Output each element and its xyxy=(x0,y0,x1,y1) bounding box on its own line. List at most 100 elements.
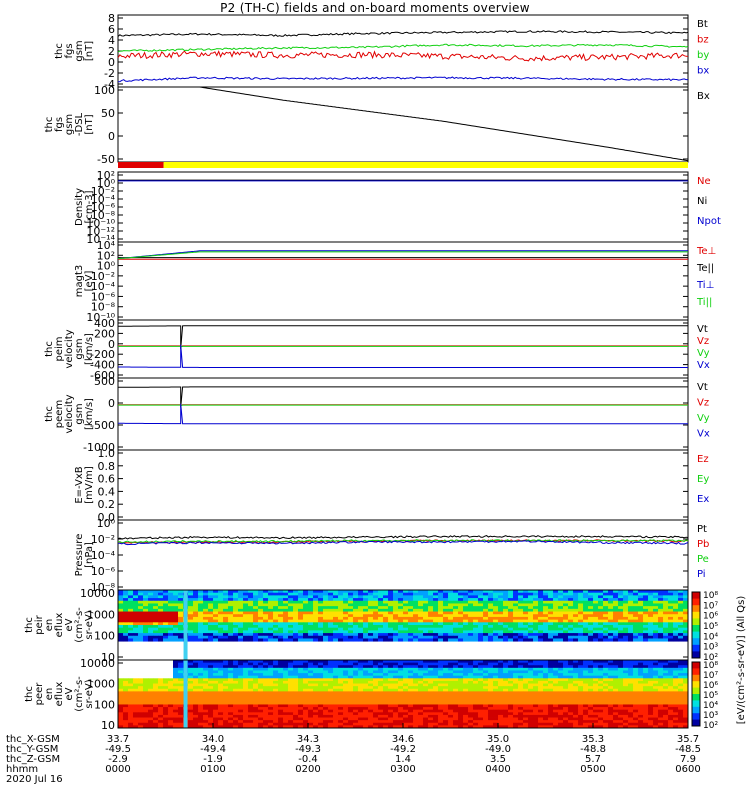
heatmap-cell xyxy=(158,717,164,721)
heatmap-cell xyxy=(418,614,424,618)
heatmap-cell xyxy=(368,611,374,615)
heatmap-cell xyxy=(473,622,479,626)
heatmap-cell xyxy=(433,616,439,621)
heatmap-cell xyxy=(658,635,664,639)
heatmap-cell xyxy=(603,619,609,623)
heatmap-cell xyxy=(663,696,669,700)
heatmap-cell xyxy=(678,680,684,684)
heatmap-cell xyxy=(458,707,464,711)
heatmap-cell xyxy=(378,686,384,690)
heatmap-cell xyxy=(613,592,619,596)
heatmap-cell xyxy=(293,675,299,679)
heatmap-cell xyxy=(198,635,204,639)
heatmap-cell xyxy=(293,699,299,703)
heatmap-cell xyxy=(623,678,629,682)
heatmap-cell xyxy=(523,627,529,631)
heatmap-cell xyxy=(668,616,674,621)
heatmap-cell xyxy=(483,673,489,677)
heatmap-cell xyxy=(368,707,374,711)
heatmap-cell xyxy=(208,670,214,674)
heatmap-cell xyxy=(578,608,584,612)
heatmap-cell xyxy=(338,638,344,642)
heatmap-cell xyxy=(588,627,594,631)
heatmap-cell xyxy=(568,680,574,684)
heatmap-cell xyxy=(248,600,254,604)
heatmap-cell xyxy=(618,600,624,604)
heatmap-cell xyxy=(648,691,654,695)
heatmap-cell xyxy=(298,707,304,711)
heatmap-cell xyxy=(128,699,134,703)
heatmap-cell xyxy=(413,600,419,604)
heatmap-cell xyxy=(528,673,534,677)
heatmap-cell xyxy=(533,630,539,634)
heatmap-cell xyxy=(508,630,514,634)
heatmap-cell xyxy=(638,592,644,596)
heatmap-cell xyxy=(313,616,319,621)
heatmap-cell xyxy=(513,622,519,626)
heatmap-cell xyxy=(288,608,294,612)
heatmap-cell xyxy=(463,606,469,610)
heatmap-cell xyxy=(338,608,344,612)
heatmap-cell xyxy=(133,707,139,711)
heatmap-cell xyxy=(463,625,469,629)
heatmap-cell xyxy=(398,680,404,684)
heatmap-cell xyxy=(603,625,609,629)
heatmap-cell xyxy=(428,707,434,711)
heatmap-cell xyxy=(623,633,629,637)
heatmap-cell xyxy=(498,611,504,615)
heatmap-cell xyxy=(493,704,499,708)
heatmap-cell xyxy=(228,598,234,602)
heatmap-cell xyxy=(188,660,194,664)
heatmap-cell xyxy=(298,616,304,621)
heatmap-cell xyxy=(333,673,339,677)
heatmap-cell xyxy=(618,675,624,679)
heatmap-cell xyxy=(478,600,484,604)
heatmap-cell xyxy=(258,704,264,708)
heatmap-cell xyxy=(573,717,579,721)
heatmap-cell xyxy=(498,633,504,637)
heatmap-cell xyxy=(393,603,399,607)
heatmap-cell xyxy=(188,670,194,674)
heatmap-cell xyxy=(523,675,529,679)
heatmap-cell xyxy=(163,696,169,700)
heatmap-cell xyxy=(288,662,294,666)
heatmap-cell xyxy=(268,603,274,607)
heatmap-cell xyxy=(318,606,324,610)
heatmap-cell xyxy=(618,688,624,692)
heatmap-cell xyxy=(583,630,589,634)
heatmap-cell xyxy=(503,592,509,596)
heatmap-cell xyxy=(368,616,374,621)
heatmap-cell xyxy=(353,673,359,677)
heatmap-cell xyxy=(433,709,439,713)
heatmap-cell xyxy=(573,611,579,615)
heatmap-cell xyxy=(168,678,174,682)
heatmap-cell xyxy=(278,667,284,671)
heatmap-cell xyxy=(573,627,579,631)
heatmap-cell xyxy=(118,616,124,621)
heatmap-cell xyxy=(583,701,589,705)
heatmap-cell xyxy=(638,696,644,700)
heatmap-cell xyxy=(563,680,569,684)
heatmap-cell xyxy=(363,608,369,612)
heatmap-cell xyxy=(603,714,609,718)
heatmap-cell xyxy=(378,694,384,698)
heatmap-cell xyxy=(293,707,299,711)
heatmap-cell xyxy=(603,707,609,711)
heatmap-cell xyxy=(608,622,614,626)
heatmap-cell xyxy=(508,675,514,679)
heatmap-cell xyxy=(233,592,239,596)
heatmap-cell xyxy=(278,688,284,692)
heatmap-cell xyxy=(288,675,294,679)
heatmap-cell xyxy=(328,701,334,705)
heatmap-cell xyxy=(263,608,269,612)
heatmap-cell xyxy=(198,683,204,687)
heatmap-cell xyxy=(353,598,359,602)
heatmap-cell xyxy=(643,611,649,615)
heatmap-cell xyxy=(453,699,459,703)
heatmap-cell xyxy=(293,712,299,716)
heatmap-cell xyxy=(658,709,664,713)
heatmap-cell xyxy=(368,627,374,631)
heatmap-cell xyxy=(473,614,479,618)
heatmap-cell xyxy=(648,616,654,621)
heatmap-cell xyxy=(208,680,214,684)
